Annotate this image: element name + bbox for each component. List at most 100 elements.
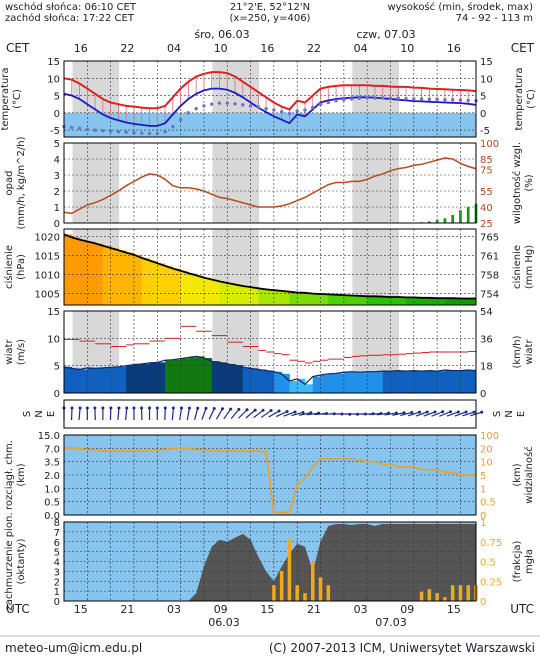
- precipitation-ylabel-right: wilgotność wzgl. (%): [511, 142, 535, 224]
- visibility-ylabel-right-line: (km): [512, 463, 523, 486]
- wind-direction-arrow-head: [155, 406, 159, 410]
- wind-direction-arrow-head: [109, 406, 113, 410]
- pressure-ytick-left: 1020: [35, 233, 60, 244]
- temperature-dewpoint-point: [272, 108, 276, 112]
- pressure-fill-segment: [102, 245, 112, 305]
- temperature-dewpoint-point: [295, 109, 299, 113]
- precipitation-night-band: [212, 143, 260, 223]
- pressure-fill-segment: [390, 297, 399, 305]
- pressure-fill-segment: [468, 298, 477, 305]
- wind-direction-arrow-head: [78, 406, 82, 410]
- wind-direction-ylabel-left-line: E: [46, 411, 57, 417]
- cloud-cover-fog-bar: [450, 585, 455, 601]
- wind-direction-arrow: [275, 410, 288, 418]
- wind-direction-arrow: [384, 412, 397, 416]
- wind-direction-arrow-head: [410, 410, 414, 414]
- visibility-ylabel-left-line: (km): [16, 463, 27, 486]
- wind-direction-arrow-head: [309, 411, 313, 415]
- pressure-fill-segment: [312, 293, 321, 305]
- wind-speed-segment: [320, 374, 329, 393]
- visibility-panel: 0.0 0.5 1.0 2.0 3.5 7.0 15.0 0 0.5 1 5 10 20 100 rozci…: [4, 431, 535, 522]
- precipitation-ylabel-left: opad (mm/h, kg/m^2/h): [4, 136, 27, 229]
- temperature-dewpoint-point: [311, 105, 315, 110]
- pressure-fill-segment: [242, 286, 251, 305]
- precipitation-precip-bar: [427, 221, 431, 223]
- wind-direction-arrow-head: [237, 407, 241, 411]
- bottom-hour-label: 03: [167, 603, 181, 616]
- temperature-dewpoint-point: [388, 96, 393, 101]
- wind-speed-segment: [157, 362, 166, 393]
- precipitation-border: [63, 142, 477, 224]
- pressure-ylabel-right-line: ciśnienie: [511, 245, 523, 289]
- wind-direction-arrow: [78, 407, 81, 421]
- wind-direction-arrow-head: [171, 406, 175, 410]
- top-hour-label: 16: [260, 42, 274, 55]
- wind-speed-segment: [281, 373, 290, 393]
- pressure-fill-segment: [172, 268, 182, 305]
- pressure-fill-segment: [421, 297, 430, 305]
- wind-ylabel-left-line: (m/s): [16, 339, 27, 365]
- pressure-ytick-right: 758: [480, 271, 499, 282]
- wind-direction-arrow: [283, 411, 296, 417]
- wind-direction-arrow-head: [179, 406, 183, 410]
- cloud-cover-fog-bar: [427, 589, 432, 601]
- temperature-min-line: [63, 87, 477, 127]
- pressure-fill-segment: [359, 295, 368, 305]
- pressure-fill-segment: [188, 273, 197, 305]
- wind-speed-segment: [118, 366, 127, 393]
- temperature-dewpoint-point: [443, 97, 447, 102]
- footer-email[interactable]: meteo-um@icm.edu.pl: [5, 641, 142, 655]
- bottom-tz-right: UTC: [510, 602, 534, 616]
- temperature-max-line: [63, 71, 477, 111]
- wind-ytick-left: 10: [47, 334, 60, 345]
- sunset-text: zachód słońca: 17:22 CET: [5, 12, 135, 24]
- precipitation-precip-bar: [443, 218, 447, 223]
- wind-speed-segment: [382, 371, 391, 393]
- wind-direction-arrow: [431, 411, 443, 417]
- wind-speed-segment: [452, 370, 461, 393]
- footer-copyright: (C) 2007-2013 ICM, Uniwersytet Warszawsk…: [269, 641, 535, 655]
- wind-direction-ylabel-left-line: N: [34, 410, 45, 417]
- cloud-cover-ytick-left: 4: [54, 558, 60, 569]
- wind-speed-segment: [398, 370, 407, 393]
- precipitation-ytick-left: 2: [54, 187, 60, 198]
- wind-speed-segment: [79, 369, 88, 393]
- cloud-cover-ytick-right: 0.75: [480, 538, 502, 549]
- wind-direction-ylabel-right-line: E: [516, 411, 527, 417]
- temperature-dewpoint-point: [202, 104, 206, 108]
- pressure-fill-segment: [118, 250, 127, 305]
- temperature-ylabel-left: temperatura (°C): [0, 67, 23, 130]
- wind-speed-segment: [328, 373, 337, 393]
- pressure-fill-segment: [227, 282, 236, 305]
- cloud-cover-fog-bar: [435, 593, 439, 601]
- wind-direction-arrow-head: [456, 410, 460, 414]
- visibility-ytick-left: 0.5: [44, 498, 60, 509]
- temperature-dewpoint-point: [77, 126, 82, 131]
- wind-speed-segment: [336, 373, 345, 393]
- pressure-ytick-left: 1005: [35, 290, 60, 301]
- wind-direction-arrow-head: [117, 406, 121, 410]
- precipitation-ytick-right: 100: [480, 139, 499, 150]
- precipitation-ytick-left: 1: [54, 203, 60, 214]
- wind-direction-arrow: [230, 409, 240, 419]
- pressure-fill-segment: [273, 290, 283, 305]
- visibility-ytick-left: 7.0: [44, 444, 60, 455]
- visibility-ylabel-right: (km) widzialność: [512, 446, 535, 503]
- wind-direction-arrow-head: [293, 410, 297, 414]
- pressure-fill-segment: [460, 298, 469, 305]
- wind-speed-segment: [227, 364, 236, 393]
- wind-ytick-right: 18: [480, 362, 493, 373]
- precipitation-night-band: [352, 143, 400, 223]
- wind-speed-segment: [64, 366, 73, 393]
- wind-speed-segment: [437, 371, 446, 393]
- wind-direction-arrow: [454, 411, 467, 417]
- cloud-cover-area: [64, 524, 476, 601]
- cloud-cover-ylabel-left-line: zachmurzenie pion.: [4, 512, 15, 610]
- temperature-dewpoint-point: [256, 105, 261, 109]
- precipitation-ytick-left: 5: [54, 139, 60, 150]
- cloud-cover-ytick-left: 5: [54, 548, 60, 559]
- temperature-dewpoint-point: [163, 130, 167, 134]
- wind-direction-arrow: [201, 408, 207, 420]
